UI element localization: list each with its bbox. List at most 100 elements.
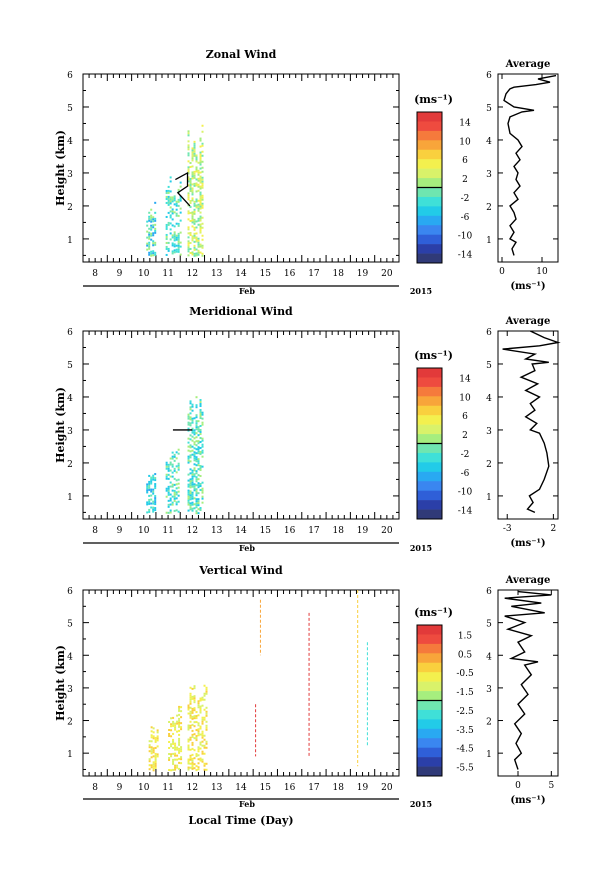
heatmap-cell xyxy=(171,234,174,237)
heatmap-cell xyxy=(148,480,151,483)
heatmap-cell xyxy=(199,139,202,142)
colorbar-tick-label: -10 xyxy=(458,488,473,498)
heatmap-cell xyxy=(193,431,196,434)
heatmap-cell xyxy=(195,436,198,439)
colorbar-tick-label: 10 xyxy=(459,393,471,403)
heatmap-cell xyxy=(177,232,180,235)
heatmap-cell xyxy=(152,242,155,245)
heatmap-cell xyxy=(189,219,192,222)
heatmap-cell xyxy=(199,151,202,154)
heatmap-cell xyxy=(191,757,194,760)
heatmap-cell xyxy=(174,758,177,761)
heatmap-cell xyxy=(199,447,202,450)
heatmap-cell xyxy=(150,254,153,257)
heatmap-cell xyxy=(148,508,151,511)
x-tick-label: 12 xyxy=(187,783,198,793)
heatmap-cell xyxy=(154,229,157,232)
heatmap-cell xyxy=(150,730,153,733)
heatmap-cell xyxy=(170,729,173,732)
heatmap-cell xyxy=(193,443,196,446)
heatmap-cell xyxy=(189,434,192,437)
heatmap-cell xyxy=(195,737,198,740)
heatmap-cell xyxy=(195,715,198,718)
x-tick-label: 13 xyxy=(211,783,223,793)
heatmap-cell xyxy=(174,752,177,755)
heatmap-cell xyxy=(167,487,170,490)
heatmap-cell xyxy=(148,746,151,749)
x-tick-label: 8 xyxy=(92,269,98,279)
heatmap-cell xyxy=(189,502,192,505)
heatmap-cell xyxy=(154,479,157,482)
heatmap-cell xyxy=(171,224,174,227)
heatmap-cell xyxy=(189,416,192,419)
y-tick-label: 3 xyxy=(67,427,73,437)
heatmap-cell xyxy=(199,709,202,712)
heatmap-cell xyxy=(191,409,194,412)
heatmap-cell xyxy=(187,712,190,715)
heatmap-cell xyxy=(150,250,153,253)
heatmap-cell xyxy=(165,473,168,476)
heatmap-cell xyxy=(165,235,168,238)
colorbar-swatch xyxy=(417,625,442,635)
heatmap-cell xyxy=(180,722,183,725)
heatmap-cell xyxy=(171,489,174,492)
heatmap-cell xyxy=(165,245,168,248)
heatmap-cell xyxy=(187,461,190,464)
heatmap-cell xyxy=(178,749,181,752)
heatmap-cell xyxy=(199,453,202,456)
heatmap-cell xyxy=(154,477,157,480)
heatmap-cell xyxy=(199,245,202,248)
heatmap-cell xyxy=(169,214,172,217)
heatmap-cell xyxy=(176,722,179,725)
heatmap-cell xyxy=(177,198,180,201)
heatmap-cell xyxy=(191,199,194,202)
heatmap-cell xyxy=(205,714,208,717)
y-axis-label: Height (km) xyxy=(54,130,67,206)
heatmap-cell xyxy=(195,240,198,243)
heatmap-cell xyxy=(177,452,180,455)
profile-x-tick-label: 5 xyxy=(548,781,554,791)
heatmap-cell xyxy=(180,746,183,749)
heatmap-cell xyxy=(154,495,157,498)
colorbar-swatch xyxy=(417,643,442,654)
profile-title: Average xyxy=(505,575,551,586)
heatmap-cell xyxy=(191,419,194,422)
heatmap-cell xyxy=(201,439,204,442)
heatmap-cell xyxy=(187,485,190,488)
heatmap-cell xyxy=(177,244,180,247)
heatmap-cell xyxy=(169,475,172,478)
heatmap-cell xyxy=(195,460,198,463)
heatmap-cell xyxy=(150,216,153,219)
profile-y-tick-label: 2 xyxy=(486,718,492,728)
heatmap-cell xyxy=(191,491,194,494)
heatmap-cell xyxy=(193,218,196,221)
heatmap-cell xyxy=(195,168,198,171)
heatmap-cell xyxy=(191,707,194,710)
heatmap-cell xyxy=(195,424,198,427)
heatmap-cell xyxy=(171,483,174,486)
colorbar-tick-label: 0.5 xyxy=(458,650,473,660)
heatmap-cell xyxy=(199,179,202,182)
profile-line xyxy=(504,590,552,770)
heatmap-cell xyxy=(152,250,155,253)
heatmap-cell xyxy=(201,238,204,241)
heatmap-cell xyxy=(195,204,198,207)
heatmap-cell xyxy=(195,426,198,429)
heatmap-cell xyxy=(169,228,172,231)
heatmap-cell xyxy=(167,485,170,488)
heatmap-cell xyxy=(178,737,181,740)
heatmap-cell xyxy=(152,234,155,237)
heatmap-cell xyxy=(191,733,194,736)
heatmap-cell xyxy=(191,743,194,746)
heatmap-cell xyxy=(152,502,155,505)
heatmap-cell xyxy=(191,251,194,254)
heatmap-cell xyxy=(187,726,190,729)
heatmap-cell xyxy=(154,243,157,246)
heatmap-cell xyxy=(195,236,198,239)
heatmap-cell xyxy=(156,731,159,734)
heatmap-cell xyxy=(201,417,204,420)
heatmap-cell xyxy=(152,500,155,503)
heatmap-cell xyxy=(191,171,194,174)
heatmap-cell xyxy=(154,766,157,769)
